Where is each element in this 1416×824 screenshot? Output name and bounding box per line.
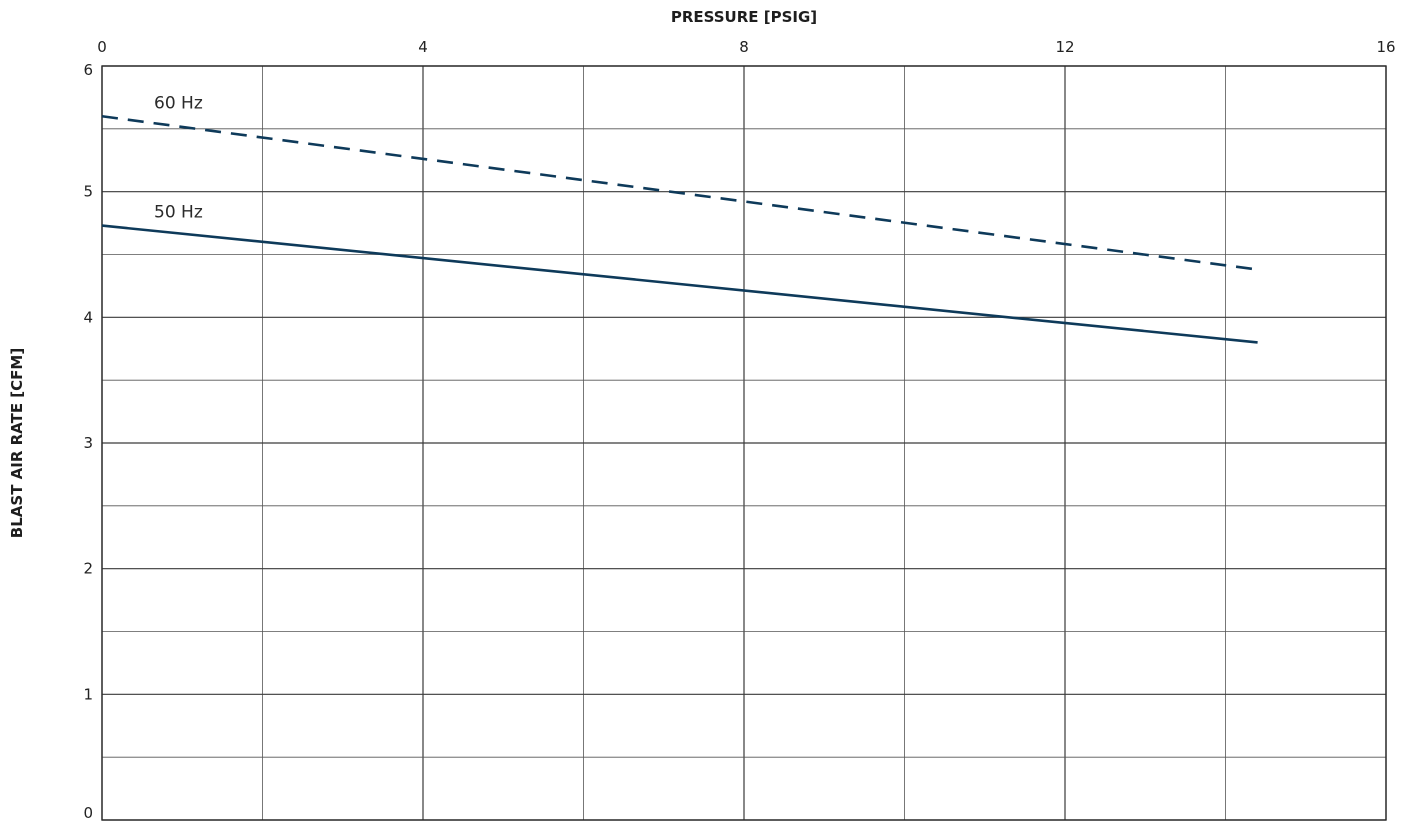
y-tick-label: 5 [83,183,93,201]
x-axis-title: PRESSURE [PSIG] [671,8,817,26]
series-line [101,224,1258,344]
series-label: 60 Hz [154,93,203,113]
grid [101,65,1387,821]
series-lines [101,114,1258,344]
x-tick-label: 8 [739,38,749,56]
y-tick-label: 2 [83,560,93,578]
x-tick-label: 4 [418,38,428,56]
series-label: 50 Hz [154,203,203,223]
y-tick-labels: 0 1 2 3 4 5 6 [83,61,93,822]
x-tick-label: 0 [97,38,107,56]
y-axis-title: BLAST AIR RATE [CFM] [8,348,26,538]
y-tick-label: 6 [83,61,93,79]
x-tick-label: 12 [1055,38,1074,56]
series-labels: 60 Hz 50 Hz [154,93,203,222]
y-tick-label: 4 [83,308,93,326]
x-tick-labels: 0 4 8 12 16 [97,38,1395,56]
y-tick-label: 1 [83,685,93,703]
x-tick-label: 16 [1376,38,1395,56]
y-tick-label: 3 [83,434,93,452]
plot-frame [101,65,1387,821]
series-line [101,114,1258,271]
y-tick-label: 0 [83,804,93,822]
